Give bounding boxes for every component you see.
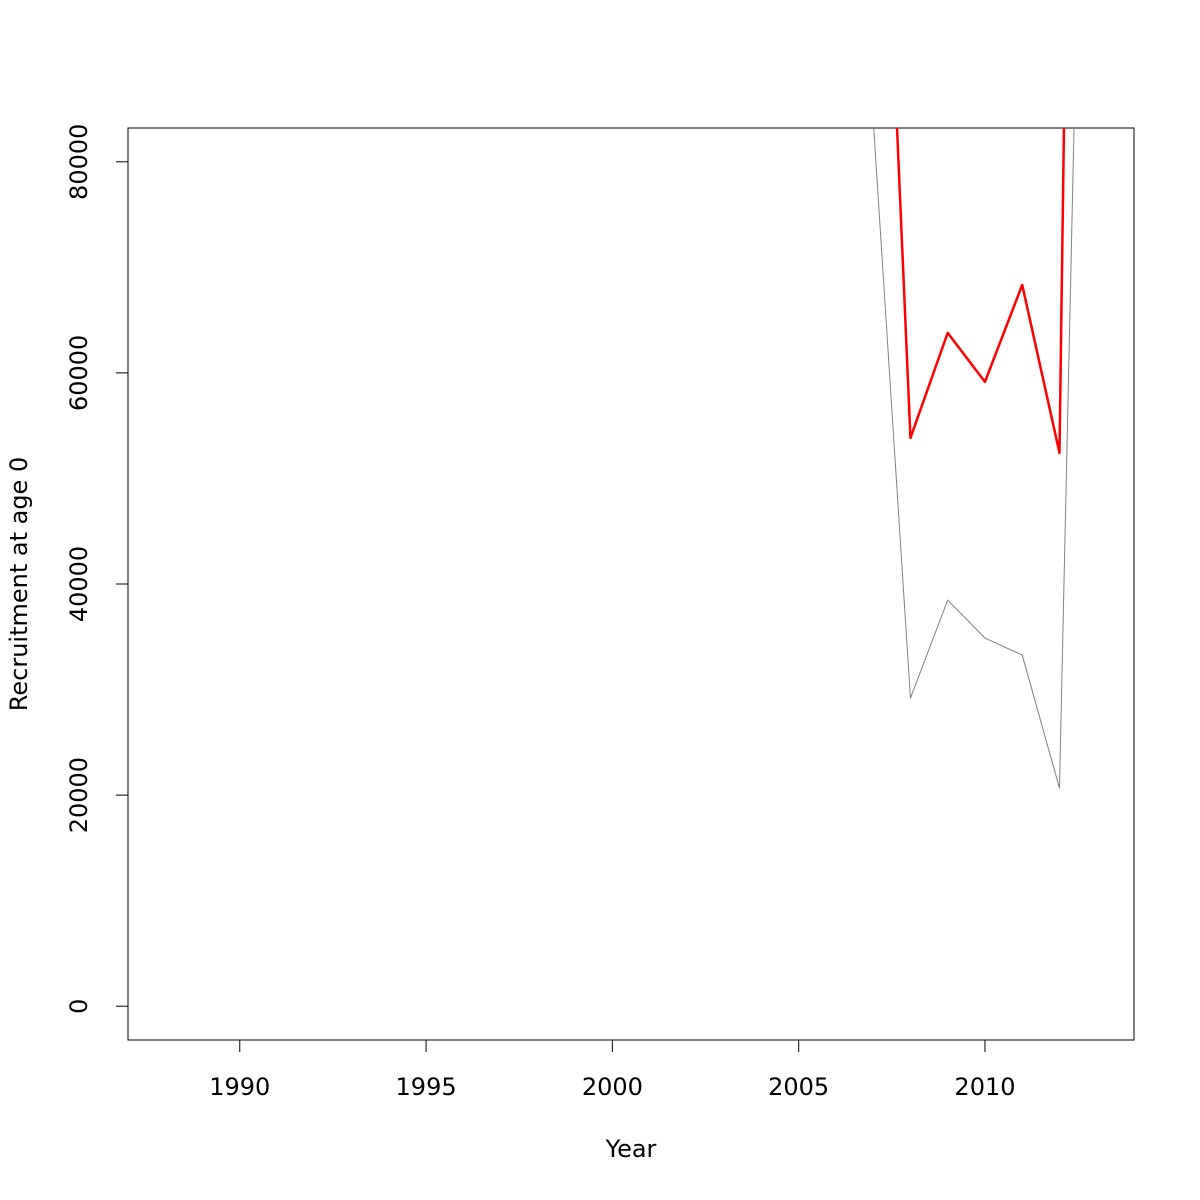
x-tick-label: 2010 <box>954 1073 1015 1101</box>
x-axis-label: Year <box>605 1135 657 1163</box>
y-tick-label: 20000 <box>65 757 93 833</box>
y-tick-label: 60000 <box>65 335 93 411</box>
y-tick-label: 80000 <box>65 124 93 200</box>
x-tick-label: 2000 <box>582 1073 643 1101</box>
series-line <box>873 128 1075 789</box>
plot-area <box>873 128 1075 789</box>
series-line <box>895 128 1066 455</box>
y-axis-label: Recruitment at age 0 <box>5 457 33 711</box>
plot-box <box>127 127 1135 1041</box>
y-tick-label: 40000 <box>65 546 93 622</box>
x-tick-label: 2005 <box>768 1073 829 1101</box>
x-tick-label: 1990 <box>209 1073 270 1101</box>
x-tick-label: 1995 <box>396 1073 457 1101</box>
y-tick-label: 0 <box>65 999 93 1014</box>
